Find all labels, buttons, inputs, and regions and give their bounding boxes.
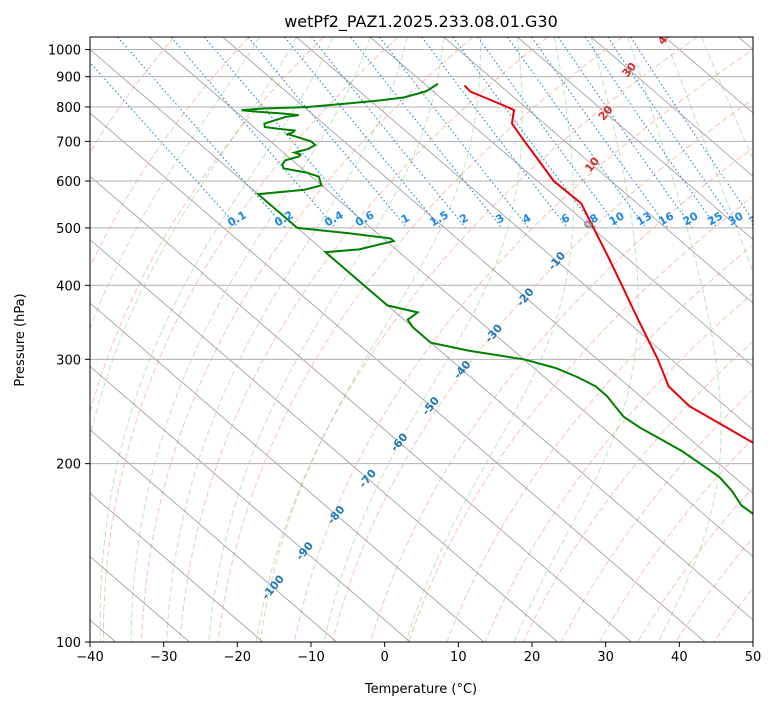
dry-adiabat <box>141 37 474 642</box>
dry-adiabat <box>90 37 324 414</box>
moist-adiabat <box>405 37 574 642</box>
y-tick-label: 900 <box>56 71 81 86</box>
dry-adiabat <box>560 389 753 642</box>
moist-adiabat <box>259 37 482 642</box>
x-tick-label: 20 <box>524 650 541 665</box>
isotherm <box>443 37 753 304</box>
isotherm <box>90 239 558 642</box>
mixing-ratio-line <box>452 37 597 229</box>
dry-adiabat <box>179 37 549 642</box>
x-tick-label: −40 <box>76 650 103 665</box>
dry-adiabat <box>751 639 753 642</box>
moist-adiabat <box>323 37 523 642</box>
dry-adiabat <box>90 37 175 154</box>
mixing-ratio-line <box>557 37 693 229</box>
dry-adiabat <box>522 340 753 642</box>
y-tick-label: 800 <box>56 101 81 116</box>
moist-adiabat <box>166 37 408 642</box>
mixing-ratio-line <box>203 37 367 229</box>
y-tick-label: 500 <box>56 222 81 237</box>
moist-adiabat <box>627 37 722 642</box>
x-axis-label: Temperature (°C) <box>364 682 477 697</box>
dry-adiabat <box>217 37 623 642</box>
plot-area <box>90 37 753 642</box>
background-lines <box>90 37 753 642</box>
mixing-ratio-line <box>90 61 240 229</box>
dry-adiabat <box>408 195 753 642</box>
isotherm <box>148 37 753 558</box>
dry-adiabat <box>293 48 753 642</box>
plot-frame <box>89 36 754 643</box>
mixing-ratio-line <box>421 37 568 229</box>
temperature-profile <box>463 84 753 444</box>
pressure-gridlines <box>90 49 753 642</box>
mixing-ratio-line <box>630 37 753 222</box>
moist-adiabat <box>208 37 445 642</box>
dry-adiabat <box>255 37 698 642</box>
isotherm <box>90 112 706 642</box>
moist-adiabat <box>664 37 753 274</box>
y-tick-label: 100 <box>56 636 81 651</box>
y-tick-label: 700 <box>56 135 81 150</box>
x-tick-label: 40 <box>671 650 688 665</box>
isotherm <box>517 37 753 241</box>
moist-adiabat <box>90 37 261 331</box>
mixing-ratio-line <box>284 37 442 229</box>
y-tick-label: 1000 <box>48 44 81 59</box>
mixing-ratio-line <box>477 37 620 229</box>
x-tick-label: −30 <box>150 650 177 665</box>
isotherm <box>90 365 411 642</box>
moist-adiabat <box>99 37 334 642</box>
mixing-ratio-line <box>247 37 408 229</box>
x-tick-label: 0 <box>381 650 389 665</box>
y-tick-label: 200 <box>56 458 81 473</box>
isotherm <box>369 37 753 368</box>
dewpoint-profile <box>241 83 753 515</box>
dry-adiabat <box>90 37 250 269</box>
dry-adiabat-label: 40 <box>655 27 675 47</box>
y-tick-label: 300 <box>56 353 81 368</box>
y-axis-label: Pressure (hPa) <box>13 293 28 386</box>
isotherm <box>90 302 485 642</box>
dry-adiabat <box>331 98 753 642</box>
isotherm <box>90 429 337 642</box>
isotherm <box>590 37 753 177</box>
x-tick-label: 50 <box>745 650 762 665</box>
chart-title: wetPf2_PAZ1.2025.233.08.01.G30 <box>284 12 558 32</box>
y-tick-label: 400 <box>56 279 81 294</box>
isotherm <box>90 175 632 642</box>
y-tick-label: 600 <box>56 175 81 190</box>
profiles <box>241 83 753 515</box>
axes: −40 −30 −20 −10 0 10 20 30 40 50 1000 900 800 700 600 5… <box>48 44 761 665</box>
x-tick-label: 10 <box>450 650 467 665</box>
x-tick-label: 30 <box>597 650 614 665</box>
x-tick-label: −10 <box>297 650 324 665</box>
mixing-ratio-line <box>507 37 647 229</box>
mixing-ratio-line <box>531 37 669 229</box>
mixing-ratio-label: 36 <box>747 209 767 228</box>
mixing-ratio-line <box>607 37 738 229</box>
mixing-ratio-line <box>117 37 287 229</box>
isotherm <box>90 492 264 642</box>
isotherm <box>222 37 753 494</box>
moist-adiabat <box>701 37 753 161</box>
mixing-ratio-line <box>584 37 718 229</box>
mixing-ratio-line <box>311 37 467 229</box>
x-tick-label: −20 <box>224 650 251 665</box>
